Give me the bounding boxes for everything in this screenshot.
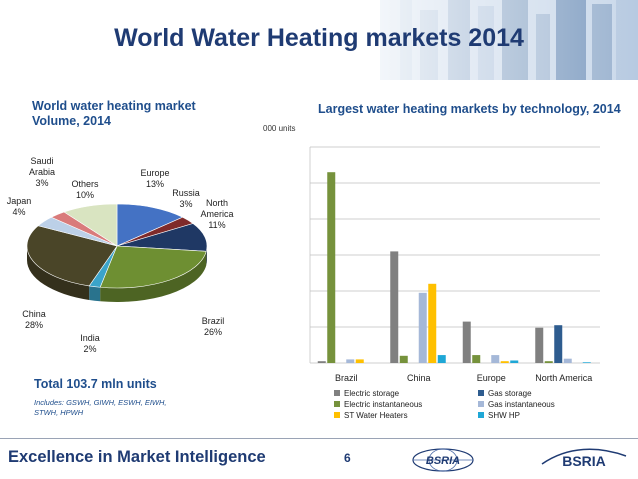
bsria-logo-text-1: BSRIA xyxy=(426,455,460,467)
bar-brazil-st-water-heaters xyxy=(355,359,364,363)
pie-side-brazil xyxy=(100,251,207,302)
bar-brazil-electric-instantaneous xyxy=(327,172,336,363)
bar-north-america-electric-instantaneous xyxy=(544,361,553,363)
pie-side-india xyxy=(89,285,101,302)
legend-label: ST Water Heaters xyxy=(344,411,408,420)
legend-label: SHW HP xyxy=(488,411,520,420)
bar-category-label: Brazil xyxy=(335,373,358,383)
pie-subtitle: World water heating market Volume, 2014 xyxy=(32,99,196,129)
pie-label-india: India 2% xyxy=(80,333,100,354)
bar-chart: Brazil China Europe North America Electric s… xyxy=(309,146,600,420)
pie-subtitle-line1: World water heating market xyxy=(32,99,196,113)
includes-line2: STWH, HPWH xyxy=(34,408,84,417)
pie-subtitle-line2: Volume, 2014 xyxy=(32,114,111,128)
slide-title: World Water Heating markets 2014 xyxy=(114,24,524,52)
bar-north-america-electric-storage xyxy=(535,327,544,363)
bar-north-america-gas-instantaneous xyxy=(563,358,572,363)
pie-slice-brazil xyxy=(99,245,207,289)
bar-north-america-shw-hp xyxy=(582,362,591,363)
bar-category-label: China xyxy=(407,373,431,383)
bar-north-america-gas-storage xyxy=(554,325,563,363)
includes-note: Includes: GSWH, GIWH, ESWH, EIWH, STWH, … xyxy=(34,398,204,418)
bsria-logo-text-2: BSRIA xyxy=(562,453,606,469)
legend-label: Gas instantaneous xyxy=(488,400,555,409)
pie-label-others: Others 10% xyxy=(71,179,99,200)
bar-europe-electric-instantaneous xyxy=(472,355,481,363)
legend-swatch xyxy=(334,401,340,407)
pie-slice-europe xyxy=(116,203,184,247)
legend-swatch xyxy=(478,401,484,407)
bar-unit-note: 000 units xyxy=(263,124,296,133)
bar-china-gas-instantaneous xyxy=(418,292,427,363)
legend-swatch xyxy=(334,412,340,418)
footer-divider xyxy=(0,438,638,439)
bar-europe-st-water-heaters xyxy=(500,361,509,363)
bar-brazil-electric-storage xyxy=(317,361,326,363)
header-skyline-graphic xyxy=(0,0,638,80)
pie-label-saudi-arabia: Saudi Arabia 3% xyxy=(29,156,55,188)
page-number: 6 xyxy=(344,451,351,465)
pie-slice-others xyxy=(63,203,118,247)
legend-swatch xyxy=(334,390,340,396)
pie-slice-china xyxy=(26,225,118,287)
footer-tagline: Excellence in Market Intelligence xyxy=(8,448,266,466)
bsria-logo: BSRIA xyxy=(541,448,627,469)
bar-brazil-gas-instantaneous xyxy=(346,359,355,363)
legend-label: Electric storage xyxy=(344,389,400,398)
bar-category-label: North America xyxy=(535,373,592,383)
bar-china-st-water-heaters xyxy=(428,283,437,363)
pie-label-north-america: North America 11% xyxy=(200,198,233,230)
bar-china-shw-hp xyxy=(437,355,446,363)
pie-side-china xyxy=(26,246,90,300)
total-units: Total 103.7 mln units xyxy=(34,377,157,391)
pie-chart: Europe 13%Russia 3% North America 11% Brazil 26… xyxy=(7,156,234,354)
pie-label-russia: Russia 3% xyxy=(172,188,200,209)
includes-line1: Includes: GSWH, GIWH, ESWH, EIWH, xyxy=(34,398,167,407)
legend-label: Gas storage xyxy=(488,389,532,398)
bar-europe-gas-instantaneous xyxy=(491,355,500,363)
bsria-globe-logo: BSRIA xyxy=(412,448,474,472)
pie-label-china: China 28% xyxy=(22,309,46,330)
legend-swatch xyxy=(478,390,484,396)
bar-europe-shw-hp xyxy=(510,360,519,363)
bar-subtitle: Largest water heating markets by technol… xyxy=(318,102,621,116)
bar-category-label: Europe xyxy=(477,373,506,383)
bar-china-electric-instantaneous xyxy=(399,355,408,363)
legend-swatch xyxy=(478,412,484,418)
pie-label-brazil: Brazil 26% xyxy=(202,316,225,337)
pie-label-japan: Japan 4% xyxy=(7,196,32,217)
bar-china-electric-storage xyxy=(390,251,399,363)
bar-europe-electric-storage xyxy=(462,321,471,363)
pie-label-europe: Europe 13% xyxy=(140,168,169,189)
legend-label: Electric instantaneous xyxy=(344,400,422,409)
